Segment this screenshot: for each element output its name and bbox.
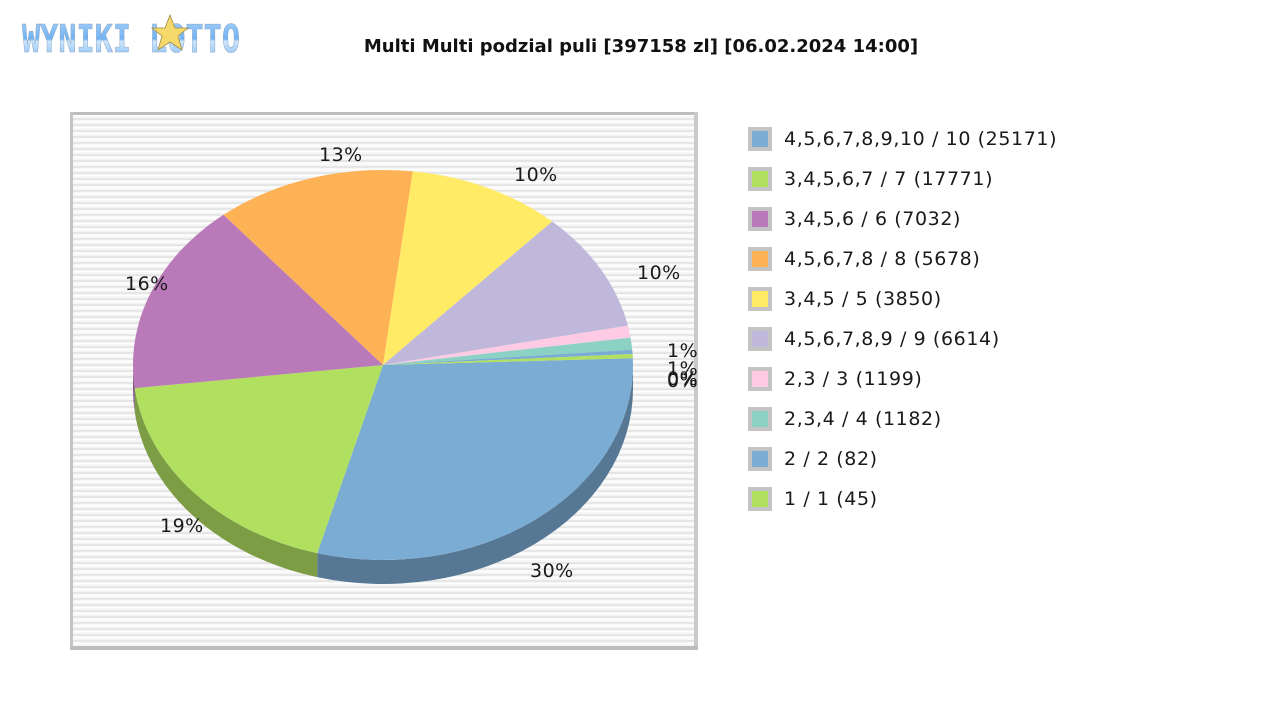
- legend: 4,5,6,7,8,9,10 / 10 (25171) 3,4,5,6,7 / …: [748, 122, 1057, 522]
- legend-item: 4,5,6,7,8,9 / 9 (6614): [748, 322, 1057, 362]
- plot-area: 30% 19% 16% 13% 10% 10% 1% 1% 0% 0%: [70, 112, 698, 650]
- legend-swatch: [748, 127, 772, 151]
- slice-percent-label: 0%: [667, 368, 698, 390]
- slice-percent-label: 13%: [319, 144, 363, 166]
- pie-slice: [134, 365, 383, 554]
- legend-item: 3,4,5,6 / 6 (7032): [748, 202, 1057, 242]
- slice-percent-label: 30%: [530, 560, 574, 582]
- legend-item: 4,5,6,7,8 / 8 (5678): [748, 242, 1057, 282]
- legend-label: 4,5,6,7,8,9 / 9 (6614): [784, 328, 1000, 350]
- legend-swatch: [748, 207, 772, 231]
- legend-label: 4,5,6,7,8 / 8 (5678): [784, 248, 981, 270]
- slice-percent-label: 10%: [514, 164, 558, 186]
- legend-swatch: [748, 487, 772, 511]
- legend-label: 2 / 2 (82): [784, 448, 878, 470]
- pie-slice: [223, 170, 413, 365]
- slice-percent-label: 0%: [667, 370, 698, 392]
- pie-slices: [133, 170, 633, 560]
- pie-labels: 30%19%16%13%10%10%1%1%0%0%: [125, 144, 698, 582]
- legend-label: 4,5,6,7,8,9,10 / 10 (25171): [784, 128, 1058, 150]
- chart-title: Multi Multi podzial puli [397158 zl] [06…: [363, 36, 919, 57]
- legend-item: 4,5,6,7,8,9,10 / 10 (25171): [748, 122, 1057, 162]
- pie-slice-side: [133, 365, 135, 413]
- pie-slice: [383, 337, 633, 365]
- legend-swatch: [748, 167, 772, 191]
- pie-slice: [383, 353, 633, 365]
- legend-label: 3,4,5 / 5 (3850): [784, 288, 942, 310]
- legend-label: 2,3 / 3 (1199): [784, 368, 923, 390]
- pie-slice: [133, 214, 383, 389]
- legend-item: 2,3 / 3 (1199): [748, 362, 1057, 402]
- legend-label: 1 / 1 (45): [784, 488, 878, 510]
- star-icon: [150, 13, 190, 51]
- legend-item: 3,4,5 / 5 (3850): [748, 282, 1057, 322]
- legend-label: 2,3,4 / 4 (1182): [784, 408, 942, 430]
- legend-swatch: [748, 247, 772, 271]
- legend-item: 1 / 1 (45): [748, 482, 1057, 522]
- slice-percent-label: 19%: [160, 515, 204, 537]
- wyniki-lotto-logo: WYNIKI LOTTO: [20, 12, 242, 61]
- legend-swatch: [748, 407, 772, 431]
- pie-slice: [383, 325, 631, 365]
- slice-percent-label: 16%: [125, 273, 169, 295]
- pie-slice: [383, 349, 633, 365]
- pie-depth: [133, 365, 633, 584]
- pie-slice: [383, 171, 553, 365]
- pie-slice-side: [317, 365, 633, 584]
- legend-swatch: [748, 447, 772, 471]
- slice-percent-label: 10%: [637, 262, 681, 284]
- legend-swatch: [748, 327, 772, 351]
- slice-percent-label: 1%: [667, 358, 698, 380]
- legend-swatch: [748, 287, 772, 311]
- legend-item: 2 / 2 (82): [748, 442, 1057, 482]
- slice-percent-label: 1%: [667, 340, 698, 362]
- pie-chart: 30%19%16%13%10%10%1%1%0%0%: [70, 112, 698, 650]
- pie-slice: [383, 221, 628, 365]
- legend-item: 2,3,4 / 4 (1182): [748, 402, 1057, 442]
- svg-text:WYNIKI LOTTO: WYNIKI LOTTO: [22, 17, 240, 58]
- pie-slice: [317, 358, 633, 560]
- pie-slice-side: [134, 388, 318, 578]
- legend-item: 3,4,5,6,7 / 7 (17771): [748, 162, 1057, 202]
- legend-swatch: [748, 367, 772, 391]
- legend-label: 3,4,5,6 / 6 (7032): [784, 208, 962, 230]
- legend-label: 3,4,5,6,7 / 7 (17771): [784, 168, 994, 190]
- logo-graphic: WYNIKI LOTTO: [22, 13, 240, 61]
